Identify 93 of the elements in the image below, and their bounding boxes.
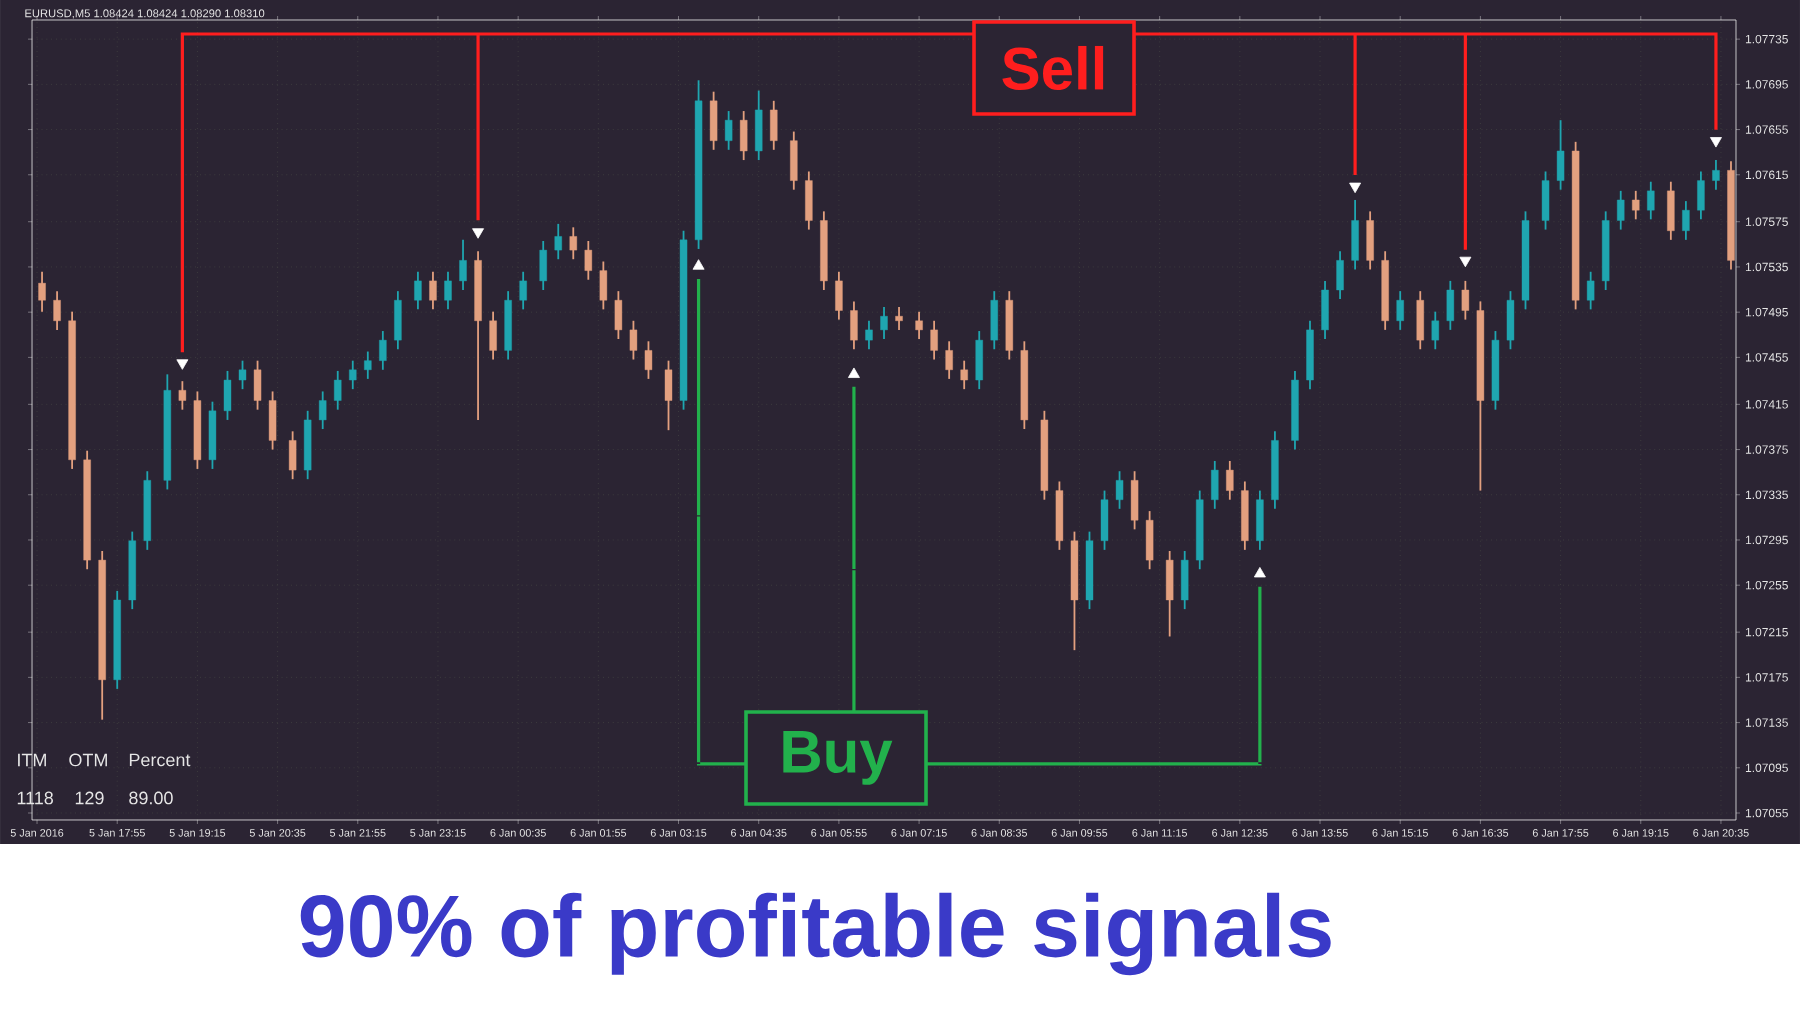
candlestick (429, 270, 437, 311)
point (472, 228, 485, 239)
candlestick (1165, 550, 1174, 638)
point (176, 359, 189, 370)
candlestick (318, 390, 327, 430)
candlestick (724, 110, 733, 151)
annotation: Sell (1002, 45, 1104, 91)
candlestick (1431, 310, 1439, 351)
candlestick (394, 290, 402, 351)
candlestick (770, 99, 778, 151)
candlestick (1712, 159, 1720, 191)
candlestick (288, 430, 297, 481)
candlestick (835, 270, 843, 321)
candlestick (253, 359, 262, 411)
candlestick (1336, 250, 1344, 301)
candlestick (238, 359, 247, 391)
annotation: Buy (783, 731, 893, 785)
candlestick (895, 306, 903, 331)
candlestick (880, 306, 888, 340)
candlestick (664, 359, 673, 432)
candlestick (614, 290, 623, 340)
point (1710, 137, 1722, 148)
candlestick (1211, 460, 1219, 510)
candlestick (1181, 550, 1189, 611)
candlestick (1682, 200, 1690, 241)
candlestick (755, 89, 763, 161)
candlestick (739, 110, 748, 161)
candlestick (1416, 290, 1424, 351)
point (1459, 256, 1472, 268)
candlestick (975, 330, 983, 391)
candlestick (268, 390, 277, 451)
candlestick (349, 359, 357, 391)
candlestick (1667, 180, 1675, 241)
candlestick (960, 359, 968, 391)
candlestick (1506, 290, 1515, 351)
candlestick (1396, 290, 1404, 331)
candlestick (599, 260, 608, 311)
candlestick (945, 340, 953, 380)
candlestick (1632, 189, 1640, 221)
annotation: 1118 (17, 791, 53, 805)
candlestick (379, 330, 387, 371)
candlestick (1586, 270, 1595, 311)
candlestick (334, 370, 342, 411)
candlestick (444, 270, 452, 311)
candlestick (569, 226, 577, 261)
candlestick (1366, 210, 1374, 271)
candlestick (930, 319, 938, 361)
candlestick (1256, 489, 1264, 551)
candlestick (644, 340, 653, 380)
candlestick (1351, 199, 1359, 271)
candlestick (539, 240, 547, 291)
candlestick (223, 370, 232, 421)
candlestick (1100, 489, 1109, 551)
candlestick (554, 222, 562, 261)
point (1349, 182, 1362, 194)
annotation: OTM (69, 753, 107, 767)
candlestick (489, 310, 497, 361)
candlestick (805, 170, 813, 231)
candlestick (1461, 279, 1470, 321)
candlestick (414, 270, 422, 311)
annotation: 89.00 (129, 791, 173, 805)
candlestick (1647, 180, 1655, 221)
candlestick (1617, 189, 1625, 231)
candlestick (53, 290, 61, 331)
candlestick (850, 300, 858, 351)
candlestick (1556, 119, 1565, 191)
candlestick (519, 270, 527, 311)
candlestick (709, 90, 718, 151)
text: 90% of profitable signals (300, 892, 1331, 976)
candlestick (178, 380, 187, 411)
annotation: Percent (129, 753, 191, 767)
candlestick (915, 310, 923, 340)
candlestick (865, 319, 873, 351)
candlestick (1115, 470, 1124, 510)
candlestick (990, 290, 998, 351)
candlestick (1697, 170, 1705, 221)
point (1253, 566, 1266, 578)
candlestick (584, 240, 593, 281)
candlestick (459, 238, 467, 291)
candlestick (364, 350, 372, 380)
candlestick (1130, 470, 1139, 531)
point (692, 259, 705, 270)
candlestick (1321, 279, 1329, 340)
annotation: ITM (18, 753, 46, 767)
candlestick (629, 319, 638, 361)
candlestick (38, 270, 46, 313)
annotation: 129 (75, 791, 104, 805)
candlestick (790, 130, 798, 191)
candlestick (1226, 460, 1234, 501)
point (848, 367, 860, 378)
candlestick (1541, 170, 1550, 231)
candlestick (1145, 510, 1154, 571)
candlestick (1446, 279, 1455, 331)
